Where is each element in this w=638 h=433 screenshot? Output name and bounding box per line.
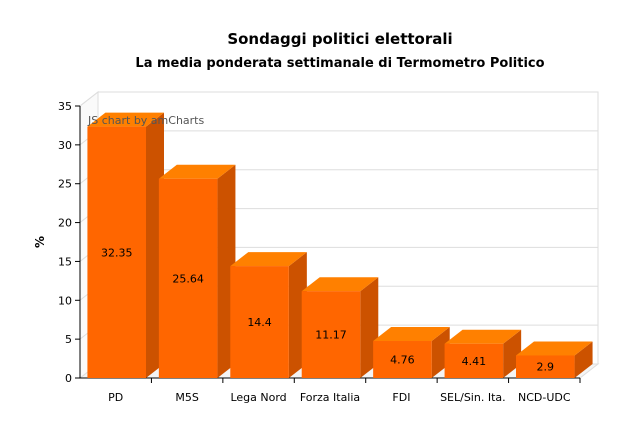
bar-top (301, 277, 379, 292)
bar: 14.4 (230, 252, 307, 378)
x-tick-label: FDI (392, 391, 410, 404)
y-tick-label: 15 (58, 255, 72, 268)
bar-front (87, 126, 146, 378)
data-label: 32.35 (101, 246, 133, 259)
y-tick-label: 20 (58, 217, 72, 230)
x-ticks: PD M5S Lega Nord Forza Italia FDI SEL/Sin. It… (108, 378, 581, 404)
bar-side (574, 341, 593, 378)
bar-front (301, 291, 361, 378)
x-tick-label: SEL/Sin. Ita. (440, 391, 506, 404)
bar-top (444, 329, 522, 344)
y-tick-label: 25 (58, 178, 72, 191)
x-tick-label: M5S (175, 391, 198, 404)
data-label: 4.41 (462, 355, 487, 368)
bar: 4.76 (373, 327, 450, 378)
x-tick-label: Lega Nord (230, 391, 286, 404)
y-tick-label: 5 (65, 333, 72, 346)
bar-front (444, 343, 504, 378)
bars: 32.35 25.64 14.4 11.17 4.76 4.41 2.9 (87, 112, 593, 378)
bar: 4.41 (444, 329, 522, 378)
bar: 2.9 (516, 341, 593, 378)
chart-subtitle: La media ponderata settimanale di Termom… (135, 56, 544, 71)
bar: 25.64 (158, 164, 236, 378)
bar: 11.17 (301, 277, 379, 378)
bar-front (373, 341, 432, 378)
bar-front (230, 266, 289, 378)
data-label: 4.76 (390, 354, 415, 367)
data-label: 25.64 (172, 272, 204, 285)
bar: 32.35 (87, 112, 164, 378)
bar-top (87, 112, 164, 127)
x-tick-label: NCD-UDC (518, 391, 571, 404)
y-tick-label: 30 (58, 139, 72, 152)
y-ticks: 0 5 10 15 20 25 30 35 (58, 100, 80, 385)
bar-top (158, 164, 236, 179)
y-axis-label: % (33, 236, 47, 248)
data-label: 11.17 (315, 329, 347, 342)
bar-front (516, 355, 575, 378)
chart-title: Sondaggi politici elettorali (227, 30, 452, 48)
gridline (79, 91, 598, 107)
data-label: 2.9 (537, 361, 555, 374)
bar-top (373, 327, 450, 342)
y-tick-label: 0 (65, 372, 72, 385)
y-tick-label: 10 (58, 294, 72, 307)
bar-top (516, 341, 593, 356)
watermark: JS chart by amCharts (87, 114, 204, 127)
bar-front (158, 178, 218, 378)
data-label: 14.4 (247, 316, 272, 329)
x-tick-label: Forza Italia (300, 391, 360, 404)
x-tick-label: PD (108, 391, 123, 404)
y-tick-label: 35 (58, 100, 72, 113)
bar-top (230, 252, 307, 267)
